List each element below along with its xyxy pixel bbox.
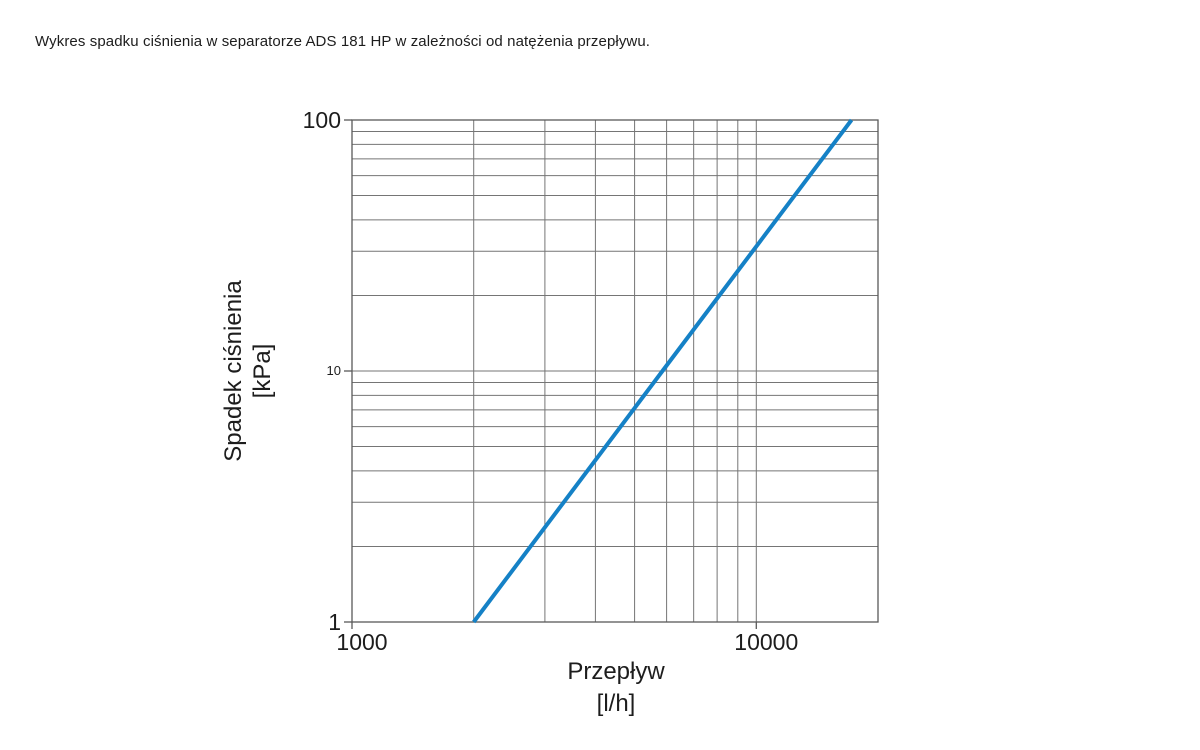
y-tick-label: 1: [328, 609, 341, 635]
x-tick-label: 10000: [734, 629, 798, 655]
y-tick-label: 10: [327, 363, 341, 378]
x-tick-label: 1000: [336, 629, 387, 655]
y-axis-title-line1: Spadek ciśnienia: [220, 280, 247, 462]
chart-caption: Wykres spadku ciśnienia w separatorze AD…: [35, 33, 651, 50]
x-axis-title-line1: Przepływ: [567, 658, 665, 685]
y-axis-title-line2: [kPa]: [249, 344, 276, 399]
x-axis-title-line2: [l/h]: [597, 690, 636, 717]
series-line: [472, 118, 854, 624]
y-tick-label: 100: [303, 107, 341, 133]
